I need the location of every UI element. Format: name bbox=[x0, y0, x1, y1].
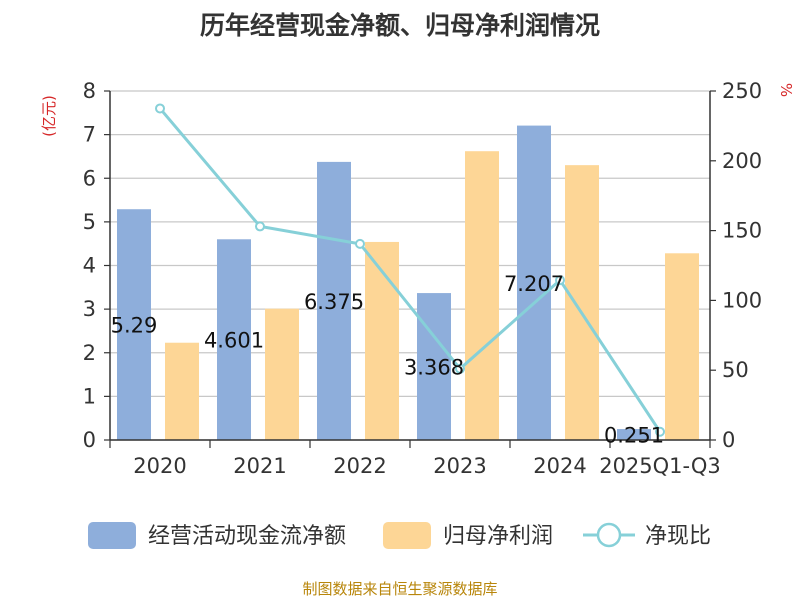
left-tick-label: 4 bbox=[83, 254, 96, 278]
left-tick-label: 7 bbox=[83, 123, 96, 147]
bar bbox=[617, 429, 651, 440]
bar-series bbox=[117, 125, 699, 440]
line-path bbox=[158, 107, 662, 433]
bar bbox=[665, 253, 699, 440]
left-tick-label: 0 bbox=[83, 428, 96, 452]
x-tick-label: 2021 bbox=[233, 454, 286, 478]
chart-title: 历年经营现金净额、归母净利润情况 bbox=[200, 11, 600, 40]
x-tick-label: 2020 bbox=[133, 454, 186, 478]
data-label: 5.29 bbox=[111, 314, 158, 338]
left-tick-label: 6 bbox=[83, 166, 96, 190]
line-point bbox=[155, 103, 165, 114]
line-point bbox=[655, 426, 665, 437]
bar bbox=[465, 151, 499, 440]
line-series bbox=[155, 103, 665, 437]
data-label: 7.207 bbox=[504, 272, 564, 296]
legend[interactable]: 经营活动现金流净额 归母净利润 净现比 bbox=[88, 522, 711, 549]
x-tick-label: 2024 bbox=[533, 454, 586, 478]
axes: 0 1 2 3 4 5 6 7 8 0 50 100 150 200 250 2020 2021 2022 2023… bbox=[83, 79, 762, 478]
right-tick-label: 50 bbox=[722, 358, 749, 382]
x-tick-label: 2025Q1-Q3 bbox=[599, 454, 721, 478]
right-tick-label: 200 bbox=[722, 149, 762, 173]
legend-swatch bbox=[383, 522, 431, 549]
line-point bbox=[355, 238, 365, 249]
data-label: 4.601 bbox=[204, 329, 264, 353]
right-axis-unit: % bbox=[777, 83, 795, 97]
right-tick-label: 250 bbox=[722, 79, 762, 103]
left-axis-unit: (亿元) bbox=[40, 95, 58, 137]
legend-swatch bbox=[88, 522, 136, 549]
line-point bbox=[555, 275, 565, 286]
line-point bbox=[255, 221, 265, 232]
legend-label: 净现比 bbox=[645, 524, 711, 549]
bar bbox=[317, 161, 351, 440]
right-tick-label: 100 bbox=[722, 288, 762, 312]
data-label: 0.251 bbox=[604, 424, 664, 448]
x-tick-label: 2022 bbox=[333, 454, 386, 478]
legend-label: 经营活动现金流净额 bbox=[148, 524, 346, 549]
data-label: 3.368 bbox=[404, 356, 464, 380]
line-point bbox=[455, 363, 465, 374]
bar bbox=[265, 308, 299, 440]
bar bbox=[217, 239, 251, 440]
data-label: 6.375 bbox=[304, 290, 364, 314]
left-tick-label: 8 bbox=[83, 79, 96, 103]
bar bbox=[117, 209, 151, 440]
grid-lines bbox=[110, 90, 710, 441]
data-source: 制图数据来自恒生聚源数据库 bbox=[302, 580, 497, 598]
left-tick-label: 5 bbox=[83, 210, 96, 234]
right-tick-label: 150 bbox=[722, 219, 762, 243]
bar bbox=[417, 293, 451, 440]
data-labels: 5.29 4.601 6.375 3.368 7.207 0.251 bbox=[111, 272, 664, 448]
left-tick-label: 3 bbox=[83, 297, 96, 321]
bar bbox=[365, 241, 399, 440]
left-tick-label: 1 bbox=[83, 384, 96, 408]
bar bbox=[565, 165, 599, 440]
x-tick-label: 2023 bbox=[433, 454, 486, 478]
legend-label: 归母净利润 bbox=[443, 524, 553, 549]
bar bbox=[165, 342, 199, 440]
right-tick-label: 0 bbox=[722, 428, 735, 452]
left-tick-label: 2 bbox=[83, 341, 96, 365]
bar bbox=[517, 125, 551, 440]
legend-marker bbox=[596, 522, 622, 548]
